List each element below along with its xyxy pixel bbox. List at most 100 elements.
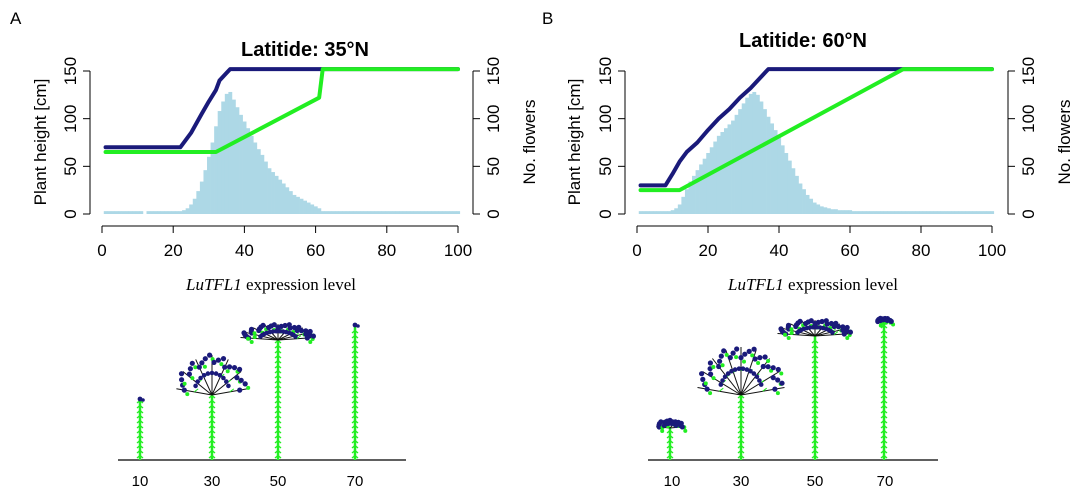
histogram-bar — [936, 211, 941, 214]
x-axis-label-rest-b: expression level — [784, 275, 899, 294]
flower-dot — [831, 323, 837, 330]
histogram-bar — [103, 211, 108, 214]
histogram-bar — [274, 175, 279, 214]
histogram-bar — [217, 111, 222, 214]
flower-dot — [201, 373, 207, 378]
histogram-bar — [972, 211, 977, 214]
flower-dot — [770, 375, 776, 381]
histogram-bar — [667, 211, 672, 214]
histogram-bar — [146, 211, 151, 214]
x-tick-label: 20 — [699, 241, 718, 260]
flower-dot — [237, 387, 243, 393]
flower-dot — [226, 383, 231, 389]
plant-leaves — [737, 394, 745, 459]
flower-dot — [758, 382, 764, 387]
histogram-bar — [310, 204, 315, 214]
flower-dot — [744, 367, 750, 372]
y-tick-label-right: 150 — [484, 57, 503, 85]
flower-dot — [716, 363, 722, 370]
flower-dot — [234, 375, 240, 381]
plant-illustration — [176, 352, 251, 460]
leaf-dot — [708, 391, 713, 396]
y-tick-label: 0 — [596, 209, 615, 218]
histogram-bar — [731, 120, 735, 214]
histogram-bar — [431, 211, 436, 214]
histogram-bar — [784, 152, 789, 214]
flower-dot — [707, 366, 713, 372]
leaf-dot — [783, 332, 787, 337]
histogram-bar — [413, 211, 418, 214]
flower-dot — [765, 364, 771, 370]
histogram-bar — [716, 135, 721, 214]
histogram-bar — [267, 168, 272, 214]
histogram-bar — [929, 211, 934, 214]
histogram-bar — [256, 149, 261, 214]
histogram-bar — [692, 175, 696, 214]
flower-dot — [352, 322, 358, 328]
histogram-bar — [656, 211, 661, 214]
flower-dot — [746, 348, 752, 354]
histogram-bar — [139, 211, 144, 214]
flower-dot — [841, 331, 847, 337]
histogram-bar — [823, 207, 828, 214]
x-tick-label: 100 — [978, 241, 1006, 260]
histogram-bar — [242, 121, 247, 214]
histogram-bar — [848, 210, 853, 214]
histogram-bar — [759, 101, 764, 214]
flower-dot — [752, 356, 758, 362]
histogram-bar — [787, 160, 792, 214]
y-axis-right-a: 0 50 100 150 — [472, 57, 503, 219]
histogram-bar — [182, 210, 186, 214]
flower-dot — [196, 364, 202, 370]
plant-axis-tick-label: 10 — [132, 473, 149, 489]
histogram-bar — [766, 116, 771, 214]
histogram-bar — [370, 211, 375, 214]
histogram-bar — [869, 211, 874, 214]
leaf-dot — [724, 352, 729, 357]
panel-label-a: A — [10, 9, 22, 28]
plant-inflorescence — [875, 315, 896, 328]
histogram-bar — [388, 211, 393, 214]
histogram-bar — [441, 211, 446, 214]
histogram-bar — [392, 211, 396, 214]
histogram-bar — [449, 211, 453, 214]
histogram-bar — [677, 204, 682, 214]
plant-illustration — [351, 322, 360, 460]
flower-dot — [187, 366, 193, 372]
histogram-bar — [713, 141, 718, 214]
leaf-dot — [193, 365, 198, 370]
flower-dot — [740, 366, 746, 372]
flowers-line-b — [638, 67, 994, 193]
plant-inflorescence — [176, 352, 251, 397]
histogram-bar — [773, 130, 778, 214]
histogram-bar — [965, 211, 970, 214]
flower-dot — [137, 396, 143, 402]
y-axis-right-b: 0 50 100 150 — [1007, 57, 1038, 219]
plant-axis-tick-label: 70 — [347, 473, 364, 489]
plant-axis-tick-label: 30 — [733, 473, 750, 489]
flower-dot — [237, 366, 243, 372]
histogram-bar — [908, 211, 913, 214]
leaf-dot — [660, 429, 665, 433]
histogram-bar — [983, 211, 987, 214]
flower-dot — [193, 383, 198, 389]
histogram-bar — [231, 99, 236, 214]
histogram-bar — [834, 209, 838, 214]
histogram-bar — [271, 172, 275, 214]
y-tick-label: 150 — [61, 57, 80, 85]
histogram-bar — [417, 211, 421, 214]
flower-dot — [238, 377, 244, 383]
flower-dot — [211, 359, 217, 365]
leaf-dot — [779, 371, 784, 376]
flower-dot — [808, 318, 814, 324]
flower-dot — [202, 356, 208, 362]
histogram-bar — [306, 202, 311, 214]
histogram-bar — [670, 210, 675, 214]
plant-leaves — [136, 399, 144, 459]
histogram-bar — [263, 161, 268, 214]
flower-dot — [762, 354, 768, 360]
flower-dot — [725, 371, 731, 376]
histogram-bar — [356, 211, 361, 214]
histogram-bar — [858, 211, 863, 214]
leaf-dot — [219, 362, 224, 367]
